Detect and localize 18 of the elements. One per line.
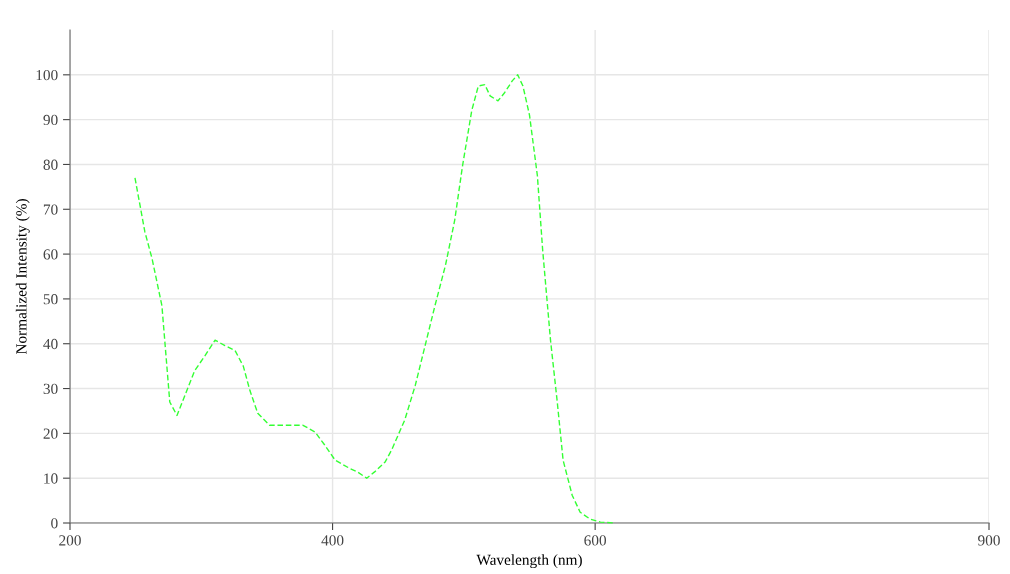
x-tick-label: 900 bbox=[978, 535, 1000, 546]
y-tick-label: 30 bbox=[43, 383, 58, 394]
y-tick-label: 10 bbox=[44, 473, 58, 484]
line-series bbox=[134, 74, 616, 524]
y-tick-label: 40 bbox=[43, 338, 58, 350]
x-tick-label: 400 bbox=[321, 535, 344, 546]
y-tick-label: 60 bbox=[43, 249, 58, 260]
y-tick-label: 50 bbox=[43, 294, 58, 305]
y-tick-label: 80 bbox=[43, 159, 58, 170]
y-tick-label: 20 bbox=[43, 428, 58, 439]
x-axis-title: Wavelength (nm) bbox=[476, 554, 582, 569]
y-tick-label: 100 bbox=[36, 69, 58, 81]
y-tick-label: 70 bbox=[43, 204, 58, 215]
y-tick-label: 0 bbox=[51, 518, 58, 529]
y-axis-title: Normalized Intensity (%) bbox=[15, 199, 30, 355]
y-tick-label: 90 bbox=[43, 114, 58, 126]
x-tick-label: 200 bbox=[59, 535, 81, 546]
x-tick-label: 600 bbox=[584, 535, 607, 546]
